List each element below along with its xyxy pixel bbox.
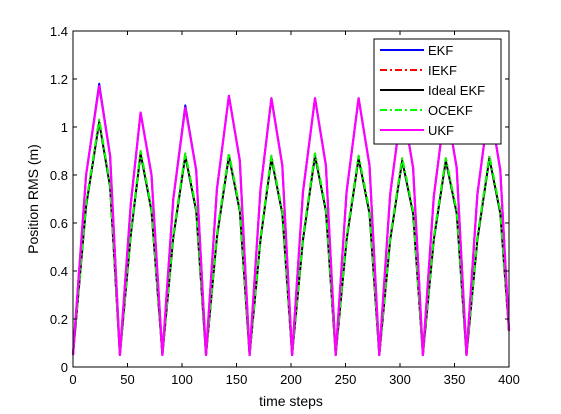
x-tick-label: 100	[171, 372, 193, 387]
x-tick-label: 0	[69, 372, 76, 387]
x-axis-ticks: 0 50 100 150 200 250 300 350 400	[69, 31, 520, 387]
legend-label: IEKF	[428, 63, 457, 78]
x-tick-label: 350	[444, 372, 466, 387]
legend-label: OCEKF	[428, 103, 473, 118]
legend-entry: IEKF	[380, 63, 457, 78]
x-tick-label: 150	[226, 372, 248, 387]
y-tick-label: 1	[61, 120, 68, 135]
y-tick-label: 1.4	[50, 24, 68, 39]
legend-entry: Ideal EKF	[380, 83, 485, 98]
x-tick-label: 50	[120, 372, 134, 387]
x-tick-label: 250	[335, 372, 357, 387]
y-axis-title: Position RMS (m)	[25, 144, 41, 254]
x-axis-title: time steps	[259, 393, 323, 409]
y-tick-label: 0.2	[50, 312, 68, 327]
series-line-ukf	[71, 85, 511, 357]
legend-box	[373, 38, 502, 145]
legend-label: EKF	[428, 43, 453, 58]
legend-entry: OCEKF	[380, 103, 473, 118]
x-tick-label: 200	[280, 372, 302, 387]
y-tick-label: 0.4	[50, 264, 68, 279]
y-tick-label: 0.6	[50, 216, 68, 231]
legend: EKF IEKF Ideal EKF OCEKF UKF	[373, 38, 502, 145]
legend-label: UKF	[428, 123, 454, 138]
y-tick-label: 0	[61, 360, 68, 375]
legend-label: Ideal EKF	[428, 83, 485, 98]
legend-entry: EKF	[380, 43, 453, 58]
y-axis-ticks: 0 0.2 0.4 0.6 0.8 1 1.2 1.4	[50, 24, 509, 375]
x-tick-label: 400	[498, 372, 520, 387]
y-tick-label: 1.2	[50, 72, 68, 87]
x-tick-label: 300	[389, 372, 411, 387]
legend-entries: EKF IEKF Ideal EKF OCEKF UKF	[380, 43, 485, 138]
series-layer	[71, 82, 511, 357]
legend-entry: UKF	[380, 123, 454, 138]
y-tick-label: 0.8	[50, 168, 68, 183]
